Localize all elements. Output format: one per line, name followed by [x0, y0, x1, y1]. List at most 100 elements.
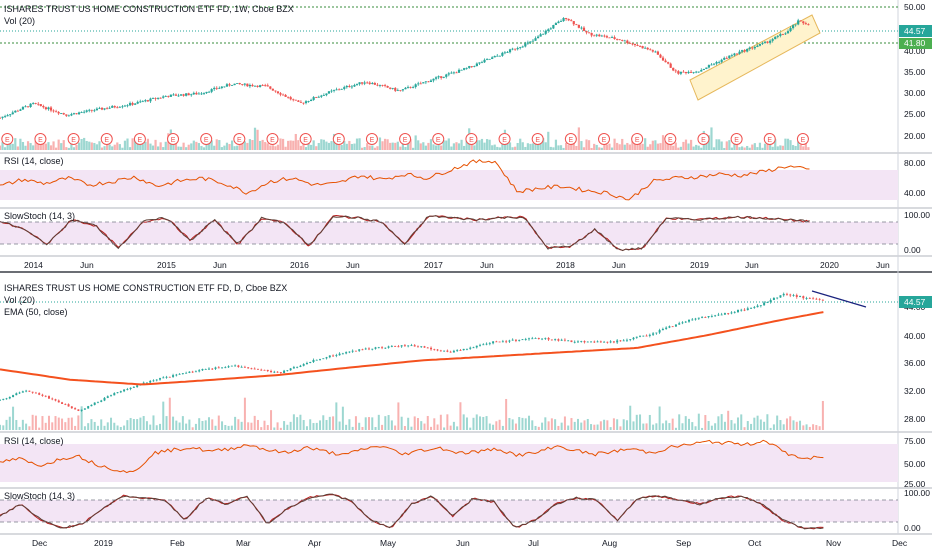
- daily-volume-bar: [410, 426, 413, 430]
- weekly-candle-body: [1, 116, 4, 118]
- weekly-volume-bar: [85, 140, 88, 150]
- daily-volume-bar: [123, 425, 126, 430]
- earnings-marker-label: E: [138, 137, 143, 144]
- daily-time-axis[interactable]: Dec 2019 Feb Mar Apr May Jun Jul Aug Sep…: [32, 538, 908, 548]
- weekly-candle-body: [751, 47, 754, 49]
- weekly-stoch-tick: 100.00: [904, 210, 930, 220]
- weekly-volume-bar: [215, 139, 218, 150]
- weekly-volume-bar: [185, 147, 188, 150]
- weekly-candle-body: [539, 34, 542, 37]
- weekly-candle-body: [804, 23, 807, 25]
- daily-candle-body: [629, 339, 632, 341]
- weekly-candle-body: [205, 91, 208, 94]
- daily-volume-bar: [593, 424, 596, 430]
- weekly-volume-bar: [659, 143, 662, 150]
- weekly-candle-body: [616, 39, 619, 40]
- weekly-volume-bar: [496, 146, 499, 150]
- weekly-volume-bar: [304, 147, 308, 150]
- daily-volume-bar: [41, 416, 44, 430]
- weekly-volume-bar: [396, 141, 399, 150]
- daily-candle-body: [789, 294, 792, 296]
- daily-candle-body: [684, 321, 687, 323]
- weekly-candle-body: [562, 17, 565, 22]
- earnings-marker-label: E: [336, 137, 341, 144]
- weekly-candle-body: [572, 21, 575, 25]
- weekly-volume-bar: [123, 140, 127, 150]
- weekly-candle-body: [106, 108, 109, 110]
- weekly-candle-body: [748, 47, 751, 49]
- weekly-volume-bar: [294, 133, 297, 150]
- weekly-candle-body: [185, 93, 188, 96]
- daily-volume-bar: [0, 424, 1, 430]
- daily-volume-bar: [367, 417, 370, 430]
- weekly-candle-body: [167, 96, 170, 97]
- weekly-candle-body: [215, 87, 218, 89]
- weekly-candle-body: [62, 113, 65, 115]
- earnings-marker-label: E: [436, 137, 441, 144]
- weekly-volume-bar: [605, 144, 609, 150]
- daily-volume-bar: [583, 420, 586, 430]
- weekly-volume-bar: [253, 127, 257, 150]
- weekly-volume-bar: [654, 140, 657, 150]
- daily-volume-bar: [279, 427, 282, 430]
- weekly-volume-bar: [557, 145, 560, 150]
- weekly-volume-bar: [134, 138, 137, 150]
- weekly-volume-bar: [136, 142, 139, 150]
- weekly-rsi-tick: 80.00: [904, 158, 926, 168]
- weekly-volume-bar: [154, 139, 157, 150]
- daily-volume-bar: [681, 423, 684, 430]
- weekly-time-axis[interactable]: 2014 Jun 2015 Jun 2016 Jun 2017 Jun 2018…: [24, 260, 890, 270]
- daily-volume-bar: [789, 416, 792, 430]
- weekly-candle-body: [220, 86, 223, 88]
- daily-candle-body: [74, 408, 77, 410]
- weekly-candle-body: [70, 114, 73, 116]
- daily-volume-bar: [580, 422, 583, 430]
- daily-candle-body: [802, 296, 805, 299]
- daily-volume-bar: [518, 417, 521, 430]
- weekly-volume-bar: [437, 142, 440, 150]
- weekly-volume-bar: [610, 147, 614, 150]
- weekly-volume-bar: [95, 144, 99, 150]
- daily-volume-bar: [387, 415, 390, 430]
- weekly-candle-body: [304, 101, 308, 104]
- daily-candle-body: [70, 406, 73, 409]
- daily-candle-body: [426, 347, 429, 349]
- daily-candle-body: [763, 302, 766, 306]
- daily-volume-bar: [785, 418, 788, 430]
- weekly-candle-body: [238, 83, 241, 85]
- weekly-volume-bar: [355, 138, 359, 150]
- weekly-candle-body: [631, 43, 634, 45]
- earnings-marker-label: E: [668, 137, 673, 144]
- daily-candle-body: [80, 409, 83, 411]
- daily-volume-bar: [319, 420, 322, 430]
- weekly-candle-body: [6, 115, 9, 117]
- daily-volume-bar: [345, 424, 348, 430]
- weekly-volume-bar: [672, 145, 675, 150]
- weekly-volume-bar: [67, 147, 70, 150]
- weekly-volume-bar: [366, 143, 369, 150]
- weekly-candle-body: [139, 101, 142, 103]
- daily-volume-bar: [541, 422, 544, 430]
- daily-volume-bar: [567, 425, 570, 430]
- daily-candle-body: [616, 340, 619, 343]
- daily-candle-body: [51, 398, 54, 400]
- daily-candle-body: [596, 341, 599, 343]
- daily-candle-body: [348, 351, 351, 353]
- weekly-volume-bar: [317, 142, 320, 150]
- daily-volume-bar: [475, 414, 478, 430]
- daily-volume-bar: [795, 421, 798, 430]
- weekly-volume-bar: [225, 142, 229, 150]
- daily-x-tick: Aug: [602, 538, 617, 548]
- daily-volume-bar: [635, 414, 638, 430]
- earnings-marker-label: E: [5, 137, 10, 144]
- daily-candle-body: [240, 366, 243, 368]
- weekly-candle-body: [294, 99, 297, 101]
- weekly-price-axis[interactable]: 50.00 40.00 35.00 30.00 25.00 20.00 44.5…: [899, 2, 932, 141]
- daily-candle-body: [635, 336, 638, 338]
- daily-candle-body: [518, 339, 521, 341]
- daily-candle-body: [207, 368, 210, 370]
- daily-volume-bar: [253, 415, 256, 430]
- weekly-volume-bar: [47, 142, 50, 150]
- daily-volume-bar: [276, 422, 279, 430]
- daily-price-axis[interactable]: 44.00 40.00 36.00 32.00 28.00 44.57: [899, 296, 932, 424]
